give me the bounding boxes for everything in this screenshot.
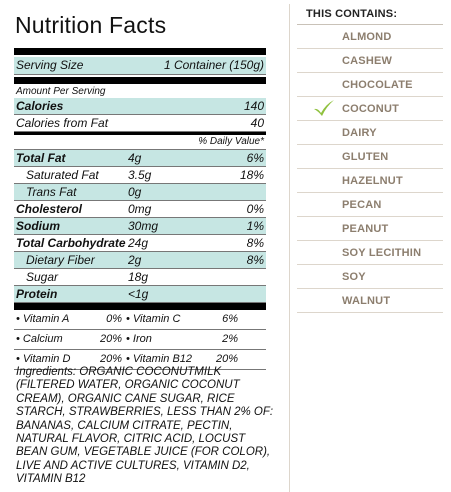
allergen-label: HAZELNUT <box>342 175 403 187</box>
nutrient-label: Cholesterol <box>16 201 83 216</box>
calories-row: Calories 140 <box>14 98 266 115</box>
allergen-label: SOY <box>342 271 366 283</box>
nutrient-row: Sugar 18g <box>14 269 266 286</box>
nutrient-dv: 18% <box>239 167 264 182</box>
allergen-item-almond: ALMOND <box>297 25 443 49</box>
allergen-item-coconut: COCONUT <box>297 97 443 121</box>
vitamin-row: • Calcium 20% • Iron 2% <box>14 330 266 350</box>
nutrition-title: Nutrition Facts <box>15 12 167 38</box>
vitamin-value: 0% <box>106 313 122 325</box>
panel-divider <box>289 4 290 492</box>
vitamin-row: • Vitamin D 20% • Vitamin B12 20% <box>14 350 266 370</box>
nutrient-label: Total Fat <box>16 150 66 165</box>
vitamin-name: • Vitamin D <box>16 353 71 365</box>
vitamin-value: 20% <box>215 353 238 365</box>
nutrient-row: Total Fat 4g 6% <box>14 150 266 167</box>
nutrient-dv: 0% <box>246 201 264 216</box>
vitamin-value: 6% <box>222 313 238 325</box>
nutrient-amount: 0g <box>128 184 142 199</box>
allergen-label: GLUTEN <box>342 151 389 163</box>
allergen-label: CHOCOLATE <box>342 79 413 91</box>
nutrient-amount: 3.5g <box>128 167 152 182</box>
nutrient-amount: 2g <box>128 252 142 267</box>
allergen-list: ALMOND CASHEW CHOCOLATE COCONUT DAIRY GLUTEN H… <box>297 25 443 313</box>
vitamin-name: • Vitamin C <box>126 313 181 325</box>
divider <box>14 77 266 84</box>
allergen-panel-title: THIS CONTAINS: <box>297 4 443 25</box>
calories-fat-label: Calories from Fat <box>16 115 109 130</box>
vitamin-name: • Iron <box>126 333 152 345</box>
vitamin-value: 20% <box>99 353 122 365</box>
serving-size-value: 1 Container (150g) <box>163 58 264 72</box>
nutrient-amount: 24g <box>128 235 149 250</box>
nutrient-amount: <1g <box>128 286 149 301</box>
allergen-item-pecan: PECAN <box>297 193 443 217</box>
ingredients-text: Ingredients: ORGANIC COCONUTMILK (FILTER… <box>16 366 274 486</box>
nutrient-label: Saturated Fat <box>26 167 99 182</box>
divider <box>14 303 266 310</box>
nutrient-amount: 18g <box>128 269 149 284</box>
checkmark-icon <box>314 100 334 116</box>
nutrient-row: Cholesterol 0mg 0% <box>14 201 266 218</box>
divider <box>14 48 266 55</box>
vitamin-value: 2% <box>222 333 238 345</box>
allergen-label: PECAN <box>342 199 382 211</box>
serving-size-row: Serving Size 1 Container (150g) <box>14 57 266 75</box>
nutrient-dv: 8% <box>246 252 264 267</box>
nutrient-amount: 0mg <box>128 201 152 216</box>
allergen-item-walnut: WALNUT <box>297 289 443 313</box>
vitamin-name: • Calcium <box>16 333 63 345</box>
nutrient-dv: 1% <box>246 218 264 233</box>
vitamin-value: 20% <box>99 333 122 345</box>
nutrient-row: Dietary Fiber 2g 8% <box>14 252 266 269</box>
nutrient-label: Protein <box>16 286 58 301</box>
allergen-item-gluten: GLUTEN <box>297 145 443 169</box>
allergen-label: DAIRY <box>342 127 377 139</box>
nutrient-dv: 6% <box>246 150 264 165</box>
allergen-label: SOY LECITHIN <box>342 247 422 259</box>
nutrient-amount: 4g <box>128 150 142 165</box>
nutrition-facts-label: Nutrition Facts Serving Size 1 Container… <box>14 10 266 370</box>
allergen-item-cashew: CASHEW <box>297 49 443 73</box>
allergen-item-hazelnut: HAZELNUT <box>297 169 443 193</box>
nutrient-label: Trans Fat <box>26 184 77 199</box>
nutrient-row: Sodium 30mg 1% <box>14 218 266 235</box>
allergen-label: ALMOND <box>342 31 392 43</box>
calories-value: 140 <box>243 98 264 113</box>
allergen-item-peanut: PEANUT <box>297 217 443 241</box>
calories-label: Calories <box>16 98 64 113</box>
nutrient-row: Trans Fat 0g <box>14 184 266 201</box>
allergen-label: WALNUT <box>342 295 391 307</box>
calories-fat-value: 40 <box>250 115 264 130</box>
allergen-item-dairy: DAIRY <box>297 121 443 145</box>
vitamin-name: • Vitamin B12 <box>126 353 193 365</box>
daily-value-header: % Daily Value* <box>14 135 266 150</box>
serving-size-label: Serving Size <box>16 58 84 72</box>
allergen-item-chocolate: CHOCOLATE <box>297 73 443 97</box>
allergen-item-soy: SOY <box>297 265 443 289</box>
nutrient-label: Sodium <box>16 218 60 233</box>
divider <box>14 132 266 135</box>
nutrient-row: Total Carbohydrate 24g 8% <box>14 235 266 252</box>
nutrient-row: Protein <1g <box>14 286 266 303</box>
amount-per-serving: Amount Per Serving <box>16 86 106 97</box>
nutrient-row: Saturated Fat 3.5g 18% <box>14 167 266 184</box>
nutrient-label: Total Carbohydrate <box>16 235 126 250</box>
allergen-label: PEANUT <box>342 223 389 235</box>
nutrient-label: Dietary Fiber <box>26 252 95 267</box>
allergen-label: CASHEW <box>342 55 393 67</box>
calories-fat-row: Calories from Fat 40 <box>14 115 266 132</box>
allergen-label: COCONUT <box>342 103 400 115</box>
allergen-item-soy-lecithin: SOY LECITHIN <box>297 241 443 265</box>
vitamin-name: • Vitamin A <box>16 313 70 325</box>
nutrient-amount: 30mg <box>128 218 159 233</box>
allergen-panel: THIS CONTAINS: ALMOND CASHEW CHOCOLATE COCO… <box>297 4 443 313</box>
nutrient-label: Sugar <box>26 269 59 284</box>
nutrient-dv: 8% <box>246 235 264 250</box>
vitamin-row: • Vitamin A 0% • Vitamin C 6% <box>14 310 266 330</box>
